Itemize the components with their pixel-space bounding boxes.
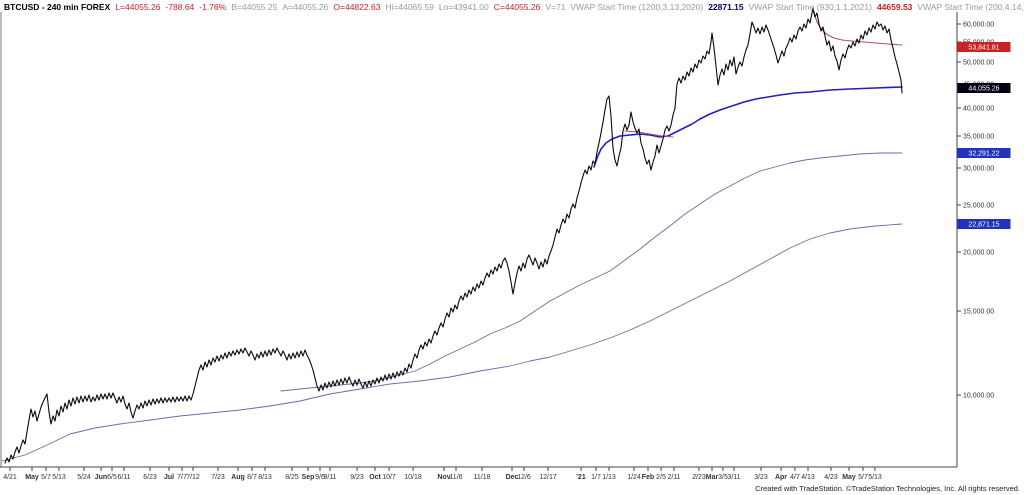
last-price-badge: [957, 83, 1011, 93]
time-tick-label: 8/13: [258, 474, 272, 481]
time-tick-label: 7/12: [186, 474, 200, 481]
status-segment-13: VWAP Start Time (930,1.1,2021): [748, 2, 872, 12]
vwap-sep8-badge-label: 32,291.22: [968, 151, 999, 158]
time-tick-label: 6/5: [107, 474, 117, 481]
time-tick-label: Feb: [642, 474, 654, 481]
time-tick-label: 5/7: [858, 474, 868, 481]
status-line: BTCUSD - 240 min FOREX L=44055.26 -788.64-…: [4, 2, 1024, 13]
vwap-apr14-badge-label: 53,841.81: [968, 45, 999, 52]
status-segment-11: VWAP Start Time (1200,3.13,2020): [570, 2, 704, 12]
time-tick-label: 8/25: [285, 474, 299, 481]
time-tick-label: Jul: [164, 474, 174, 481]
time-tick-label: 5/13: [868, 474, 882, 481]
time-tick-label: 5/24: [77, 474, 91, 481]
price-tick-label: 15,000.00: [963, 309, 994, 316]
time-tick-label: 10/7: [382, 474, 396, 481]
time-tick-label: 1/24: [627, 474, 641, 481]
status-segment-12: 22871.15: [708, 2, 744, 12]
last-price-badge-label: 44,055.26: [968, 86, 999, 93]
time-tick-label: 4/21: [3, 474, 17, 481]
time-tick-label: 11/18: [474, 474, 491, 481]
status-segment-2: -788.64: [165, 2, 195, 12]
status-segment-8: Lo=43941.00: [438, 2, 489, 12]
time-tick-label: 3/5: [718, 474, 728, 481]
time-tick-label: 12/6: [517, 474, 531, 481]
time-tick-label: 5/13: [52, 474, 66, 481]
time-tick-label: 1/7: [591, 474, 601, 481]
price-tick-label: 40,000.00: [963, 106, 994, 113]
price-tick-label: 60,000.00: [963, 22, 994, 29]
time-tick-label: 9/6: [315, 474, 325, 481]
price-tick-label: 30,000.00: [963, 166, 994, 173]
time-tick-label: 6/11: [117, 474, 130, 481]
time-tick-label: '21: [576, 474, 586, 481]
time-tick-label: Aug: [231, 474, 245, 481]
time-tick-label: 6/23: [143, 474, 157, 481]
time-tick-label: Mar: [706, 474, 719, 481]
status-segment-3: -1.76%: [199, 2, 227, 12]
vwap-line-2021-01-01: [593, 86, 903, 168]
time-tick-label: Dec: [506, 474, 519, 481]
status-segment-4: B=44055.25: [231, 2, 278, 12]
status-segment-9: C=44055.26: [493, 2, 541, 12]
time-tick-label: 3/11: [727, 474, 740, 481]
vwap-mar13-badge-label: 22,871.15: [968, 222, 999, 229]
time-tick-label: 9/11: [323, 474, 336, 481]
time-tick-label: Nov: [437, 474, 450, 481]
time-tick-label: 8/7: [247, 474, 257, 481]
price-series-line: [4, 7, 903, 464]
vwap-line-2020-03-13: [1, 223, 903, 462]
time-tick-label: 7/7: [177, 474, 187, 481]
time-tick-label: 5/7: [41, 474, 51, 481]
time-tick-label: 11/6: [449, 474, 462, 481]
vwap-apr14-badge: [957, 42, 1011, 52]
time-tick-label: Jun: [95, 474, 107, 481]
vwap-sep8-badge: [957, 148, 1011, 158]
price-tick-label: 20,000.00: [963, 250, 994, 257]
time-tick-label: Sep: [302, 474, 315, 481]
vwap-line-2021-04-14: [812, 10, 903, 46]
time-tick-label: 9/23: [350, 474, 364, 481]
status-segment-0: BTCUSD - 240 min FOREX: [4, 2, 111, 12]
time-tick-label: 4/7: [790, 474, 800, 481]
price-tick-label: 10,000.00: [963, 393, 994, 400]
time-tick-label: 4/13: [801, 474, 815, 481]
vwap-line-2020-09-08: [280, 152, 903, 392]
price-tick-label: 50,000.00: [963, 60, 994, 67]
status-segment-1: L=44055.26: [115, 2, 161, 12]
time-tick-label: 1/13: [602, 474, 616, 481]
status-segment-15: VWAP Start Time (200,4.14,2021): [917, 2, 1024, 12]
copyright-text: Created with TradeStation. ©TradeStation…: [755, 484, 1020, 493]
vwap-mar13-badge: [957, 219, 1011, 229]
time-tick-label: 3/23: [754, 474, 768, 481]
status-segment-6: O=44822.63: [333, 2, 381, 12]
time-tick-label: May: [842, 474, 856, 481]
vwap-red-segment: [624, 130, 674, 138]
time-tick-label: 2/11: [667, 474, 680, 481]
time-tick-label: 2/5: [656, 474, 666, 481]
time-tick-label: 12/17: [539, 474, 557, 481]
time-tick-label: Oct: [369, 474, 381, 481]
time-tick-label: 7/23: [211, 474, 225, 481]
time-tick-label: Apr: [775, 474, 787, 481]
status-segment-5: A=44055.26: [282, 2, 329, 12]
time-tick-label: 10/18: [404, 474, 422, 481]
time-tick-label: May: [25, 474, 39, 481]
status-segment-10: V=71: [545, 2, 566, 12]
status-segment-7: Hi=44065.59: [385, 2, 434, 12]
time-tick-label: 4/23: [824, 474, 838, 481]
status-segment-14: 44659.53: [876, 2, 913, 12]
price-tick-label: 35,000.00: [963, 134, 994, 141]
price-tick-label: 25,000.00: [963, 203, 994, 210]
time-tick-label: 2/23: [692, 474, 706, 481]
